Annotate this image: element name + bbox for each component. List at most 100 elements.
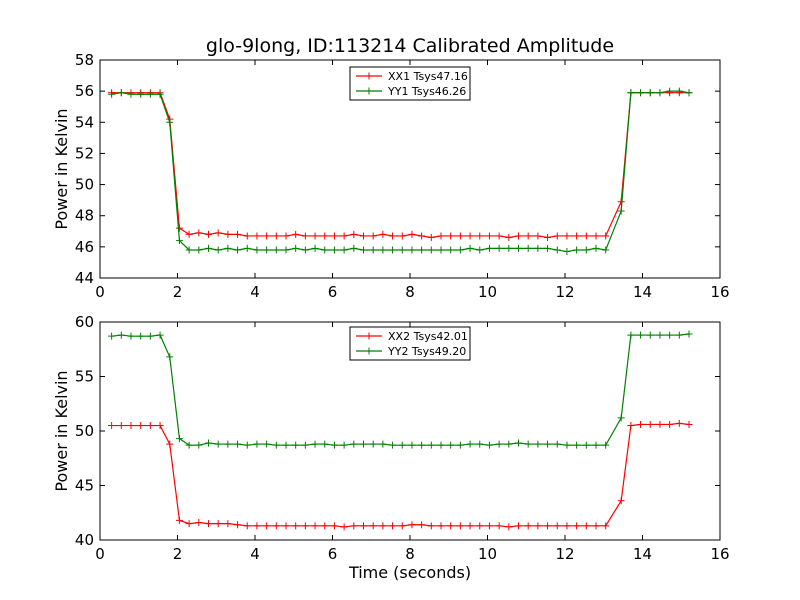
data-point bbox=[166, 118, 174, 126]
data-point bbox=[301, 522, 309, 530]
data-point bbox=[646, 420, 654, 428]
data-point bbox=[214, 246, 222, 254]
data-point bbox=[418, 521, 426, 529]
data-point bbox=[282, 522, 290, 530]
data-point bbox=[137, 90, 145, 98]
data-point bbox=[205, 520, 212, 528]
legend-box bbox=[349, 66, 471, 101]
data-point bbox=[408, 230, 416, 238]
data-point bbox=[330, 246, 338, 254]
data-point bbox=[617, 497, 625, 505]
data-point bbox=[408, 521, 416, 529]
data-point bbox=[253, 440, 261, 448]
data-point bbox=[311, 244, 319, 252]
data-point bbox=[195, 441, 203, 449]
data-point bbox=[447, 232, 455, 240]
data-point bbox=[321, 440, 329, 448]
data-point bbox=[360, 232, 367, 240]
data-point bbox=[515, 522, 522, 530]
data-point bbox=[544, 440, 552, 448]
data-point bbox=[185, 246, 193, 254]
data-point bbox=[263, 440, 271, 448]
data-point bbox=[272, 246, 280, 254]
y-tick-label: 45 bbox=[75, 477, 94, 495]
x-tick-label: 14 bbox=[633, 545, 652, 563]
data-point bbox=[456, 246, 464, 254]
data-point bbox=[379, 230, 387, 238]
data-point bbox=[292, 244, 300, 252]
data-point bbox=[573, 522, 581, 530]
data-point bbox=[311, 232, 319, 240]
y-axis-label: Power in Kelvin bbox=[52, 370, 71, 491]
data-point bbox=[515, 232, 522, 240]
data-point bbox=[456, 522, 464, 530]
y-tick-label: 50 bbox=[75, 422, 94, 440]
data-point bbox=[646, 89, 654, 97]
data-point bbox=[282, 232, 290, 240]
data-point bbox=[108, 332, 116, 340]
x-tick-label: 8 bbox=[405, 283, 415, 301]
data-point bbox=[282, 441, 290, 449]
data-point bbox=[330, 232, 338, 240]
data-point bbox=[685, 89, 693, 97]
data-point bbox=[666, 331, 674, 339]
data-point bbox=[156, 331, 164, 339]
data-point bbox=[156, 422, 164, 430]
data-point bbox=[573, 246, 581, 254]
data-point bbox=[505, 523, 513, 531]
data-point bbox=[524, 244, 532, 252]
data-point bbox=[234, 440, 242, 448]
data-point bbox=[311, 440, 319, 448]
data-point bbox=[437, 246, 445, 254]
data-point bbox=[505, 244, 513, 252]
data-point bbox=[617, 207, 625, 215]
data-point bbox=[617, 414, 625, 422]
data-point bbox=[253, 522, 261, 530]
data-point bbox=[666, 87, 674, 95]
data-point bbox=[553, 246, 561, 254]
legend-marker bbox=[365, 347, 373, 355]
x-tick-label: 0 bbox=[95, 545, 105, 563]
data-point bbox=[485, 522, 493, 530]
y-tick-label: 44 bbox=[75, 269, 94, 287]
data-point bbox=[495, 522, 503, 530]
data-point bbox=[515, 439, 522, 447]
data-point bbox=[544, 522, 552, 530]
data-point bbox=[185, 441, 193, 449]
data-point bbox=[427, 522, 435, 530]
data-point bbox=[447, 441, 455, 449]
data-point bbox=[476, 246, 484, 254]
data-point bbox=[627, 89, 635, 97]
data-point bbox=[389, 441, 397, 449]
x-tick-label: 10 bbox=[478, 545, 497, 563]
data-point bbox=[675, 419, 683, 427]
data-point bbox=[485, 244, 493, 252]
data-point bbox=[627, 422, 635, 430]
data-point bbox=[127, 332, 135, 340]
data-point bbox=[205, 244, 212, 252]
data-point bbox=[350, 230, 358, 238]
data-point bbox=[524, 440, 532, 448]
y-tick-label: 40 bbox=[75, 531, 94, 549]
data-point bbox=[185, 520, 193, 528]
bottom-panel: 0 2 4 6 8 10 12 14 16 40 45 50 55 60 Power in Kelvin Ti… bbox=[52, 313, 730, 582]
x-tick-label: 16 bbox=[710, 283, 729, 301]
x-tick-label: 0 bbox=[95, 283, 105, 301]
data-point bbox=[485, 232, 493, 240]
data-point bbox=[360, 440, 367, 448]
data-point bbox=[389, 246, 397, 254]
data-point bbox=[146, 90, 154, 98]
data-point bbox=[524, 522, 532, 530]
data-point bbox=[137, 422, 145, 430]
data-point bbox=[292, 441, 300, 449]
legend: XX1 Tsys47.16 YY1 Tsys46.26 bbox=[349, 66, 471, 101]
data-point bbox=[156, 90, 164, 98]
data-point bbox=[127, 422, 135, 430]
data-point bbox=[389, 522, 397, 530]
data-point bbox=[369, 440, 377, 448]
data-point bbox=[195, 246, 203, 254]
legend-label: YY1 Tsys46.26 bbox=[387, 85, 466, 98]
data-point bbox=[243, 244, 251, 252]
data-point bbox=[544, 244, 552, 252]
